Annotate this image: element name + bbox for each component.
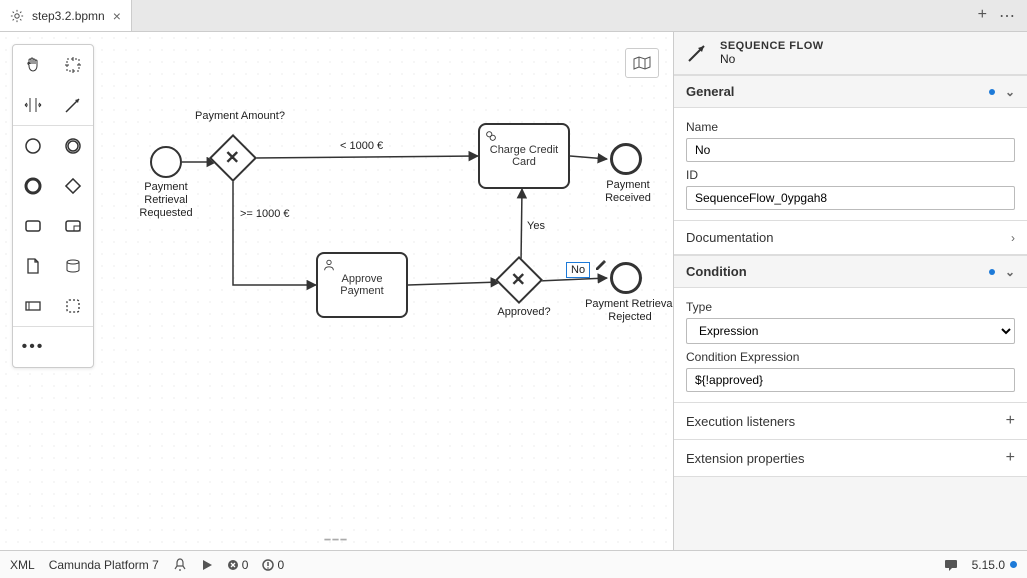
dirty-indicator-icon: [989, 269, 995, 275]
gateway-approved-label: Approved?: [494, 306, 554, 319]
deploy-icon[interactable]: [173, 558, 187, 572]
condition-expr-label: Condition Expression: [686, 350, 1015, 364]
dirty-indicator-icon: [989, 89, 995, 95]
end-event-received[interactable]: [610, 143, 642, 175]
version-label[interactable]: 5.15.0: [972, 558, 1017, 572]
xml-tab-button[interactable]: XML: [10, 558, 35, 572]
flow-label-yes: Yes: [527, 220, 545, 232]
error-icon: [227, 559, 239, 571]
panel-header-sub: No: [720, 52, 824, 66]
play-icon[interactable]: [201, 559, 213, 571]
tab-bar: step3.2.bpmn × + ⋯: [0, 0, 1027, 32]
task-charge-credit[interactable]: Charge Credit Card: [478, 123, 570, 189]
update-dot-icon: [1010, 561, 1017, 568]
add-listener-icon[interactable]: +: [1006, 412, 1015, 430]
flow-label-gte1000: >= 1000 €: [240, 208, 290, 220]
end-received-label: Payment Received: [600, 179, 656, 205]
status-bar: XML Camunda Platform 7 0 0 5.15.0: [0, 550, 1027, 578]
task-approve-payment[interactable]: Approve Payment: [316, 252, 408, 318]
type-label: Type: [686, 300, 1015, 314]
user-task-icon: [322, 258, 336, 272]
errors-count[interactable]: 0: [227, 558, 249, 572]
new-tab-icon[interactable]: +: [978, 6, 987, 26]
gateway-amount-label: Payment Amount?: [190, 110, 290, 123]
properties-panel: SEQUENCE FLOW No General ⌄ Name ID Docum…: [673, 32, 1027, 550]
type-select[interactable]: Expression: [686, 318, 1015, 344]
id-label: ID: [686, 168, 1015, 182]
section-title: Documentation: [686, 230, 773, 245]
section-title: General: [686, 84, 734, 99]
gateway-amount[interactable]: ✕: [209, 134, 257, 182]
section-title: Extension properties: [686, 451, 805, 466]
bpmn-diagram: Payment Retrieval Requested ✕ Payment Am…: [0, 32, 673, 550]
section-condition[interactable]: Condition ⌄: [674, 255, 1027, 288]
start-event[interactable]: [150, 146, 182, 178]
gateway-approved[interactable]: ✕: [495, 256, 543, 304]
task-label: Charge Credit Card: [484, 144, 564, 168]
flow-label-lt1000: < 1000 €: [340, 140, 383, 152]
more-icon[interactable]: ⋯: [999, 6, 1015, 26]
service-task-icon: [484, 129, 498, 143]
end-event-rejected[interactable]: [610, 262, 642, 294]
chevron-down-icon: ⌄: [1005, 265, 1015, 279]
id-input[interactable]: [686, 186, 1015, 210]
name-label: Name: [686, 120, 1015, 134]
panel-header-title: SEQUENCE FLOW: [720, 40, 824, 52]
start-event-label: Payment Retrieval Requested: [136, 181, 196, 221]
bpmn-canvas[interactable]: •••: [0, 32, 673, 550]
section-exec-listeners[interactable]: Execution listeners +: [674, 402, 1027, 440]
name-input[interactable]: [686, 138, 1015, 162]
edit-icon[interactable]: [594, 258, 608, 272]
sequence-flow-icon: [686, 41, 710, 65]
add-ext-prop-icon[interactable]: +: [1006, 449, 1015, 467]
context-pad: [594, 258, 608, 272]
canvas-resize-handle[interactable]: ━━━: [324, 535, 348, 546]
platform-label[interactable]: Camunda Platform 7: [49, 558, 159, 572]
warning-icon: [262, 559, 274, 571]
feedback-icon[interactable]: [944, 558, 958, 572]
file-tab[interactable]: step3.2.bpmn ×: [0, 0, 132, 31]
warnings-count[interactable]: 0: [262, 558, 284, 572]
gear-icon: [10, 9, 24, 23]
chevron-down-icon: ⌄: [1005, 85, 1015, 99]
section-ext-props[interactable]: Extension properties +: [674, 440, 1027, 477]
tab-filename: step3.2.bpmn: [32, 9, 105, 23]
section-general[interactable]: General ⌄: [674, 75, 1027, 108]
chevron-right-icon: ›: [1011, 231, 1015, 245]
end-rejected-label: Payment Retrieval Rejected: [582, 298, 673, 324]
section-title: Execution listeners: [686, 414, 795, 429]
close-tab-icon[interactable]: ×: [113, 8, 121, 24]
condition-expr-input[interactable]: [686, 368, 1015, 392]
task-label: Approve Payment: [322, 273, 402, 297]
flow-label-no[interactable]: No: [566, 262, 590, 278]
section-documentation[interactable]: Documentation ›: [674, 220, 1027, 255]
section-title: Condition: [686, 264, 747, 279]
